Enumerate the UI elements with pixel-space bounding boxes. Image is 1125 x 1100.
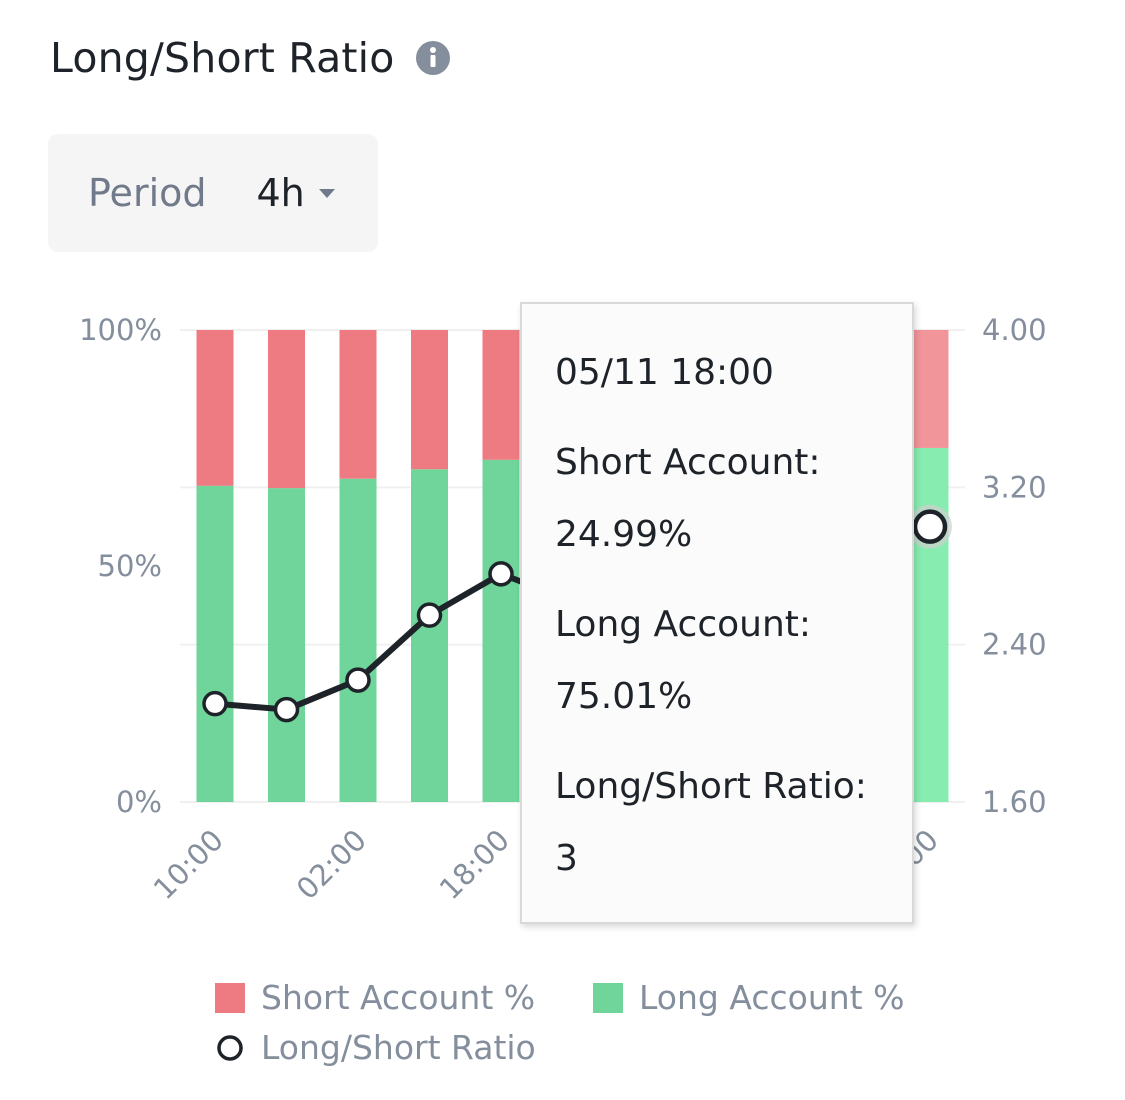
y-right-tick-label: 2.40 <box>982 628 1047 662</box>
legend-label-short: Short Account % <box>261 978 536 1017</box>
ratio-point <box>345 667 371 693</box>
tooltip-long-value: 75.01% <box>555 676 693 717</box>
x-tick-label: 18:00 <box>433 823 516 906</box>
y-right-tick-label: 1.60 <box>982 785 1047 819</box>
ratio-point-active <box>912 509 948 544</box>
tooltip-short-label: Short Account: <box>555 442 821 483</box>
long-bar <box>268 488 305 802</box>
caret-down-icon[interactable] <box>317 186 337 200</box>
ratio-point <box>202 690 228 717</box>
tooltip-date: 05/11 18:00 <box>555 352 774 393</box>
long-bar <box>911 447 949 802</box>
title-row: Long/Short Ratio <box>50 34 451 82</box>
short-bar <box>482 330 520 460</box>
short-bar <box>911 330 949 448</box>
short-bar <box>339 330 377 479</box>
legend-item-short[interactable]: Short Account % <box>215 978 535 1017</box>
page-title: Long/Short Ratio <box>50 34 395 82</box>
legend-swatch-ratio-icon <box>217 1034 243 1061</box>
ratio-point <box>416 602 443 628</box>
y-left-tick-label: 0% <box>116 785 162 819</box>
tooltip-ratio-label: Long/Short Ratio: <box>555 766 867 807</box>
period-value[interactable]: 4h <box>256 171 305 215</box>
long-bar <box>339 478 377 802</box>
x-tick-label: 02:00 <box>290 823 373 906</box>
legend-item-ratio[interactable]: Long/Short Ratio <box>215 1028 536 1067</box>
tooltip-short-value: 24.99% <box>555 514 693 555</box>
legend-swatch-long <box>593 982 623 1013</box>
info-icon[interactable] <box>415 40 451 76</box>
long-bar <box>482 459 520 802</box>
short-bar <box>411 330 448 470</box>
long-bar <box>196 485 234 802</box>
tooltip-long-label: Long Account: <box>555 604 812 645</box>
legend-label-long: Long Account % <box>639 978 905 1017</box>
ratio-point <box>488 561 514 587</box>
y-right-tick-label: 4.00 <box>982 313 1047 347</box>
period-label: Period <box>88 171 207 215</box>
short-bar <box>196 330 234 486</box>
legend-swatch-short <box>215 982 245 1013</box>
tooltip-ratio-value: 3 <box>555 838 578 879</box>
x-tick-label: 10:00 <box>147 823 230 906</box>
y-left-tick-label: 100% <box>79 313 162 347</box>
long-short-chart: 100% 50% 0% 4.00 3.20 2.40 1.60 10:00 02:00 18:00… <box>79 313 1047 906</box>
ratio-point <box>273 696 300 723</box>
y-right-tick-label: 3.20 <box>982 470 1047 504</box>
chart-tooltip: 05/11 18:00 Short Account: 24.99% Long A… <box>520 302 914 924</box>
y-left-tick-label: 50% <box>98 549 162 583</box>
short-bar <box>268 330 305 489</box>
legend-item-long[interactable]: Long Account % <box>593 978 904 1017</box>
long-bar <box>411 469 448 802</box>
period-selector[interactable]: Period 4h <box>48 134 378 252</box>
legend-label-ratio: Long/Short Ratio <box>261 1028 536 1067</box>
